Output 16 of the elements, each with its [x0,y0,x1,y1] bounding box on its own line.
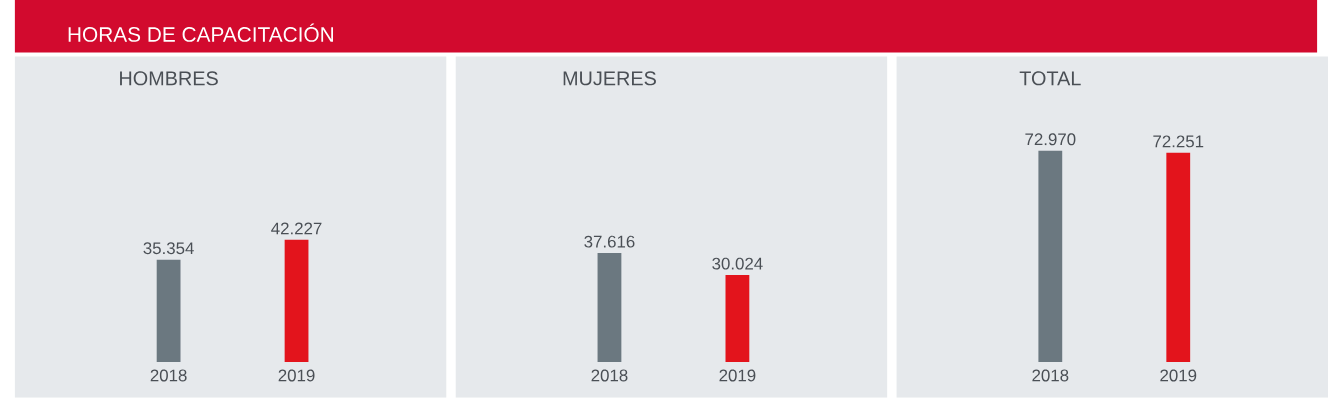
x-tick-label: 2018 [1032,369,1069,382]
data-label: 42.227 [271,222,322,235]
x-tick-label: 2019 [1160,369,1197,382]
x-tick-label: 2019 [278,369,315,382]
data-label: 35.354 [143,242,194,255]
data-label: 30.024 [712,257,763,270]
chart-title: HOMBRES [120,71,218,86]
chart-title: MUJERES [563,71,656,86]
chart-title: TOTAL [1019,71,1081,86]
data-label: 72.251 [1153,135,1204,148]
x-tick-label: 2018 [150,369,187,382]
text: HORAS DE CAPACITACIÓN [68,23,333,42]
x-tick-label: 2019 [719,369,756,382]
data-label: 72.970 [1025,133,1076,146]
x-tick-label: 2018 [591,369,628,382]
data-label: 37.616 [584,235,635,248]
